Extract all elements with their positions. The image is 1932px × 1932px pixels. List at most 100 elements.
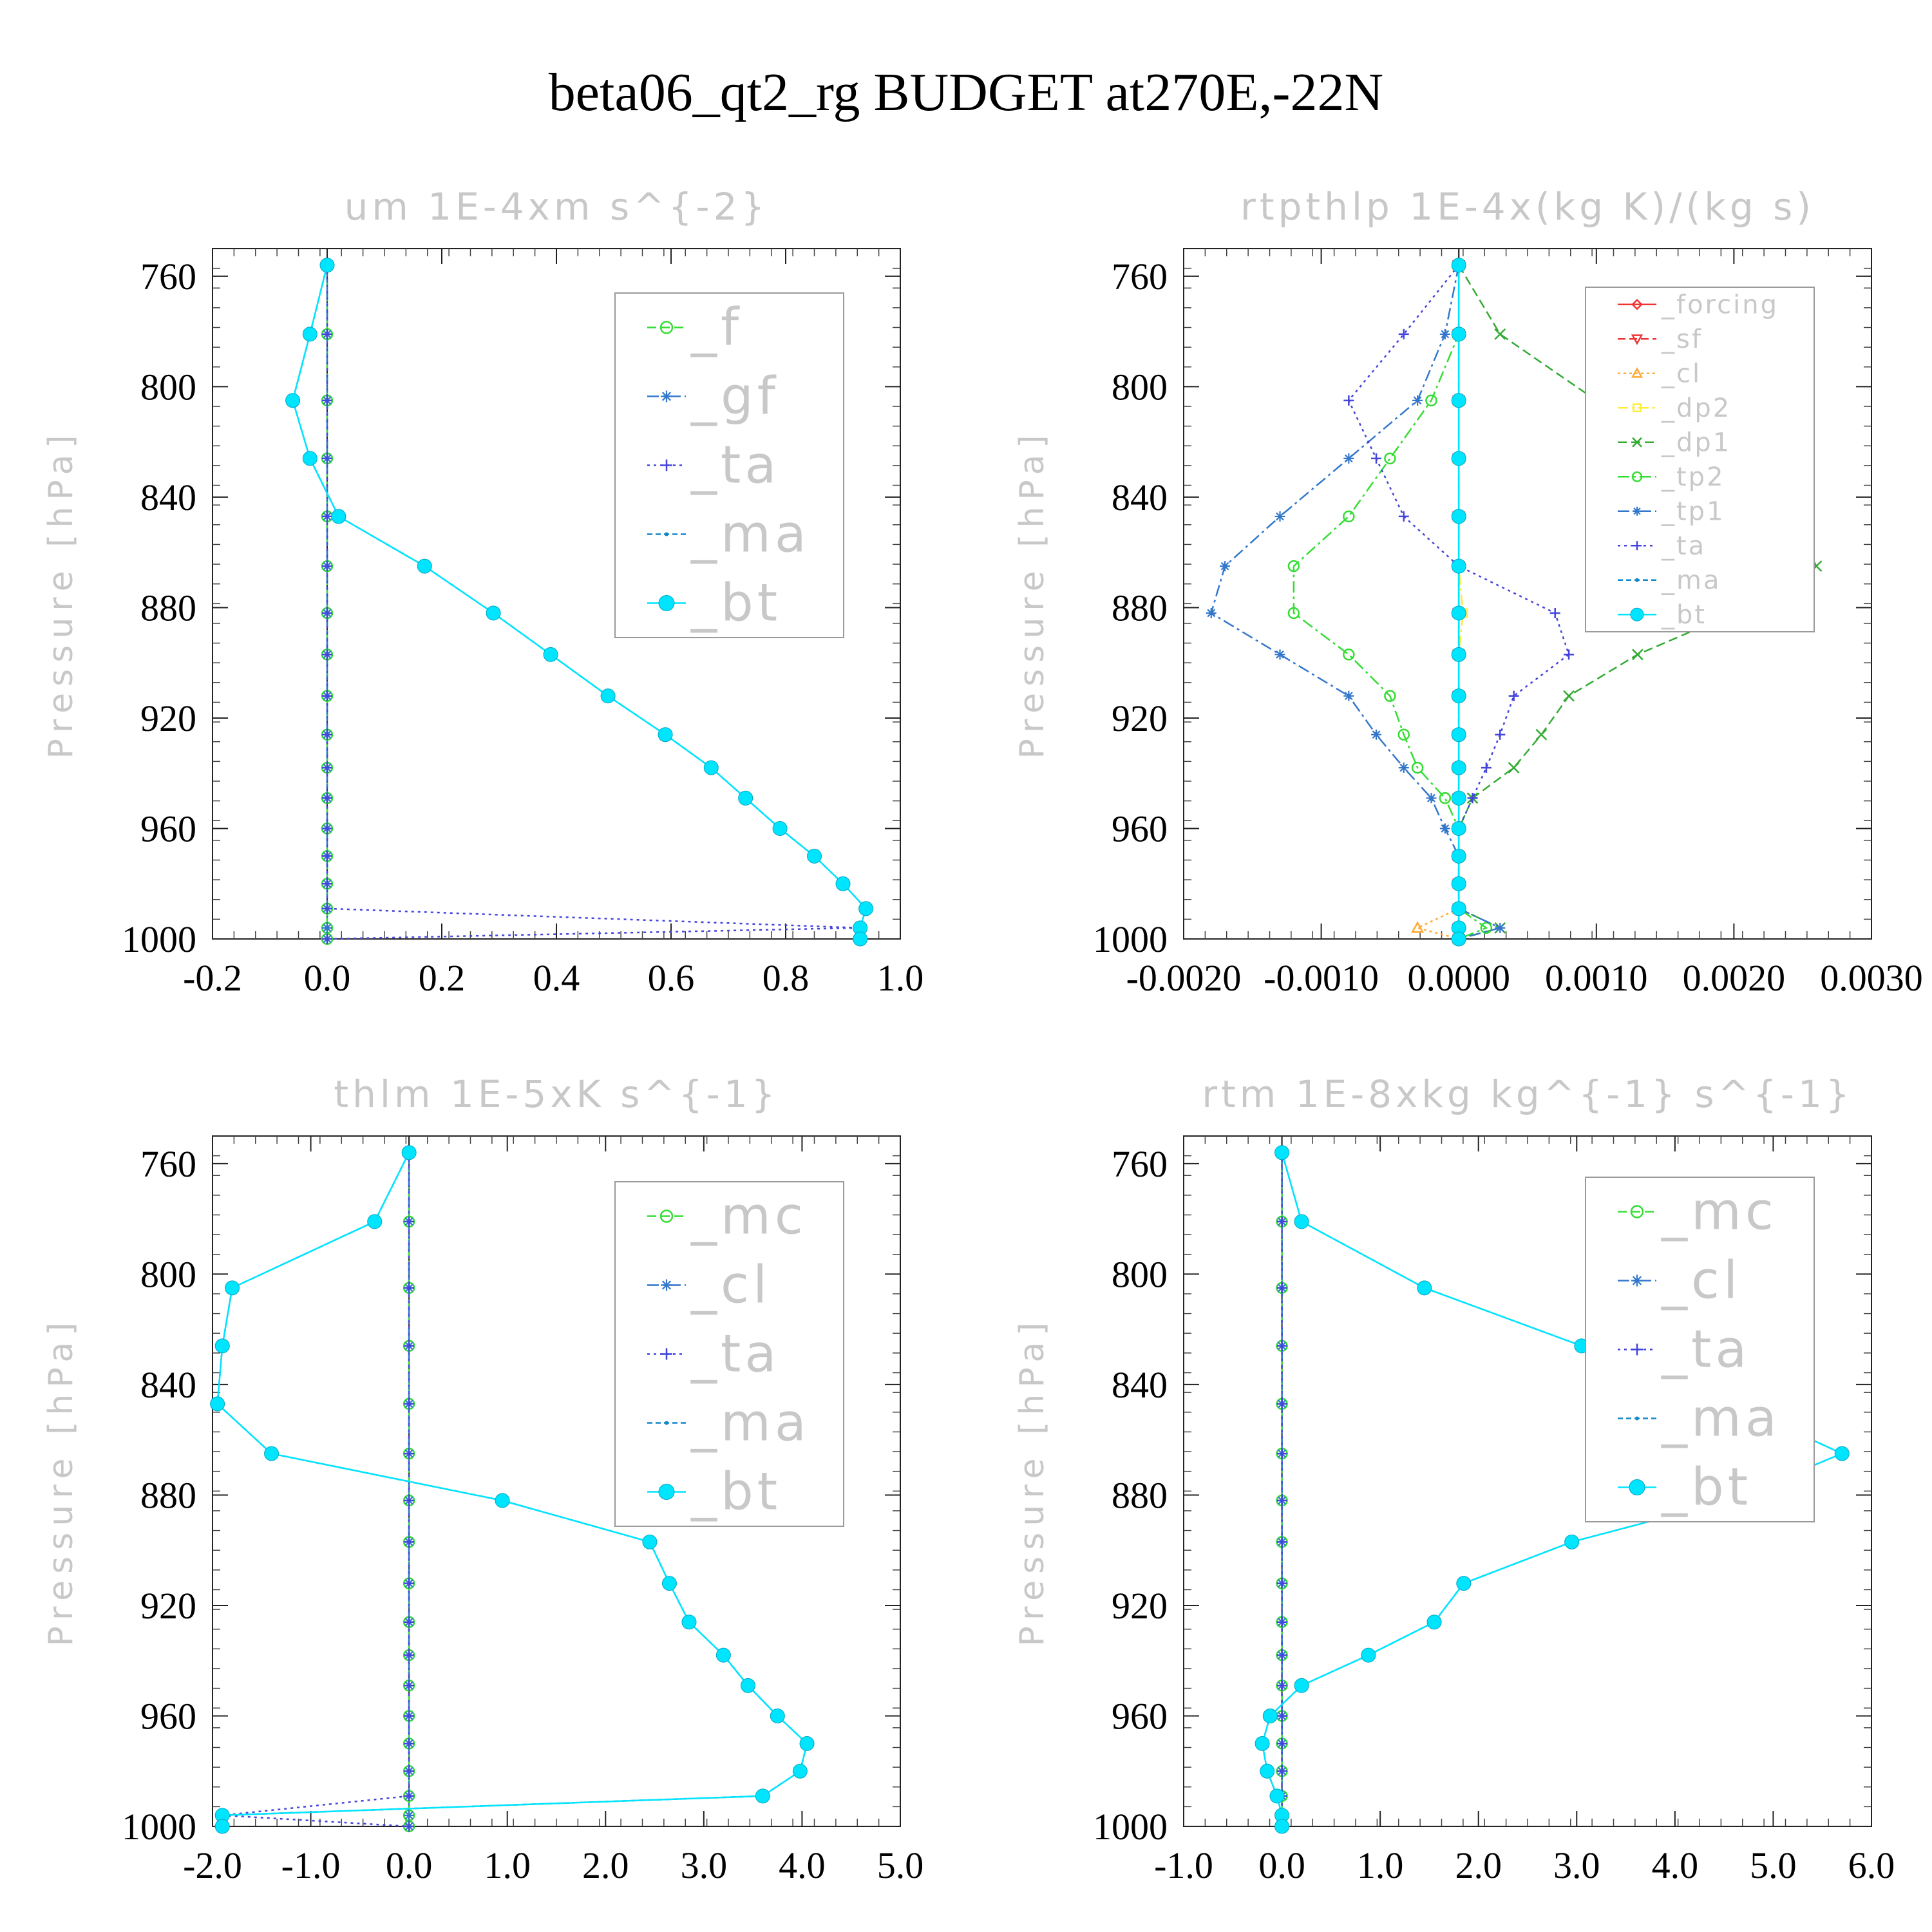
- x-tick-label: -1.0: [1154, 1844, 1213, 1886]
- legend-marker: [1633, 506, 1642, 516]
- data-point: [404, 1821, 415, 1832]
- legend-marker: [1635, 578, 1639, 582]
- data-point: [807, 848, 822, 864]
- data-point: [322, 561, 332, 572]
- legend-label: _ta: [690, 1324, 780, 1384]
- data-point: [322, 395, 332, 406]
- data-point: [1451, 876, 1466, 891]
- legend-box: [614, 1181, 844, 1527]
- legend-label: _ta: [1661, 1320, 1750, 1379]
- legend-marker: [1633, 403, 1642, 413]
- legend-marker: [1633, 541, 1642, 551]
- y-tick-label: 800: [1112, 1253, 1168, 1295]
- legend-label: _tp2: [1661, 462, 1725, 492]
- data-point: [1426, 793, 1437, 804]
- legend-marker: [661, 459, 672, 471]
- data-point: [404, 1810, 415, 1821]
- data-point: [1495, 729, 1506, 740]
- data-point: [1287, 560, 1300, 573]
- y-tick-label: 1000: [122, 1806, 196, 1848]
- legend-marker: [1631, 1343, 1643, 1356]
- x-tick-label: 0.0010: [1545, 957, 1648, 999]
- data-point: [1276, 1650, 1287, 1661]
- x-tick-label: 4.0: [779, 1844, 826, 1886]
- legend-label: _tp1: [1661, 497, 1725, 526]
- legend-label: _ma: [1661, 1388, 1781, 1448]
- data-point: [225, 1280, 240, 1296]
- data-point: [367, 1214, 383, 1229]
- data-point: [835, 876, 851, 891]
- data-point: [1287, 607, 1300, 620]
- legend-marker: [1631, 471, 1643, 482]
- legend-marker: [1632, 437, 1642, 448]
- data-point: [1276, 1448, 1287, 1459]
- data-point: [853, 931, 868, 947]
- data-point: [1451, 258, 1466, 273]
- x-tick-label: 0.0: [1258, 1844, 1305, 1886]
- y-axis-label: Pressure [hPa]: [1013, 429, 1052, 759]
- data-point: [1410, 921, 1425, 933]
- x-tick-label: 1.0: [1357, 1844, 1404, 1886]
- data-point: [404, 1282, 415, 1293]
- data-point: [703, 760, 719, 775]
- data-point: [1495, 922, 1506, 933]
- y-tick-label: 880: [140, 1474, 196, 1516]
- y-tick-label: 920: [1112, 697, 1168, 739]
- legend: _forcing _sf _cl _dp2 _dp1 _tp2 _tp1 _ta _ma _bt: [1585, 287, 1815, 632]
- y-tick-label: 1000: [122, 918, 196, 960]
- data-point: [1451, 727, 1466, 743]
- legend-label: _bt: [1661, 600, 1707, 630]
- y-tick-label: 760: [140, 256, 196, 298]
- x-tick-label: 0.0: [304, 957, 351, 999]
- legend-label: _f: [690, 298, 743, 357]
- legend-marker: [1631, 334, 1643, 345]
- data-point: [404, 1216, 415, 1227]
- y-tick-label: 1000: [1093, 1806, 1168, 1848]
- y-tick-label: 840: [140, 1364, 196, 1406]
- x-tick-label: 4.0: [1652, 1844, 1699, 1886]
- data-point: [661, 1576, 677, 1591]
- x-tick-label: -0.0020: [1126, 957, 1242, 999]
- x-tick-label: 2.0: [1455, 1844, 1502, 1886]
- legend-marker: [665, 1421, 668, 1425]
- data-point: [331, 509, 346, 524]
- data-point: [404, 1766, 415, 1777]
- x-tick-label: 1.0: [484, 1844, 531, 1886]
- data-point: [1564, 649, 1575, 660]
- data-point: [1276, 1216, 1287, 1227]
- data-point: [1276, 1710, 1287, 1721]
- data-point: [404, 1578, 415, 1589]
- data-point: [1508, 762, 1520, 774]
- data-point: [1451, 509, 1466, 524]
- data-point: [404, 1398, 415, 1409]
- legend-marker: [1630, 607, 1644, 621]
- chart-panel-4: rtm 1E-8xkg kg^{-1} s^{-1} Pressure [hPa]…: [1013, 1072, 1895, 1886]
- legend-label: _ta: [690, 435, 780, 495]
- data-point: [1508, 690, 1519, 701]
- data-point: [404, 1710, 415, 1721]
- data-point: [1564, 1534, 1580, 1549]
- data-point: [1274, 511, 1285, 522]
- legend-marker: [665, 532, 668, 536]
- data-point: [1276, 1282, 1287, 1293]
- data-point: [1451, 790, 1466, 806]
- legend-label: _mc: [1661, 1182, 1777, 1242]
- legend-marker: [661, 1348, 672, 1360]
- data-point: [1535, 728, 1548, 741]
- data-point: [322, 851, 332, 862]
- data-point: [404, 1650, 415, 1661]
- y-tick-label: 800: [140, 1253, 196, 1295]
- x-tick-label: -0.0010: [1264, 957, 1379, 999]
- data-point: [1451, 848, 1466, 864]
- data-point: [404, 1448, 415, 1459]
- legend-marker: [661, 390, 672, 402]
- legend-marker: [1631, 298, 1643, 310]
- y-tick-label: 920: [140, 1585, 196, 1627]
- y-tick-label: 920: [140, 697, 196, 739]
- x-tick-label: 3.0: [681, 1844, 728, 1886]
- y-tick-label: 800: [1112, 366, 1168, 408]
- data-point: [322, 922, 332, 933]
- data-point: [1451, 901, 1466, 916]
- data-point: [486, 605, 501, 621]
